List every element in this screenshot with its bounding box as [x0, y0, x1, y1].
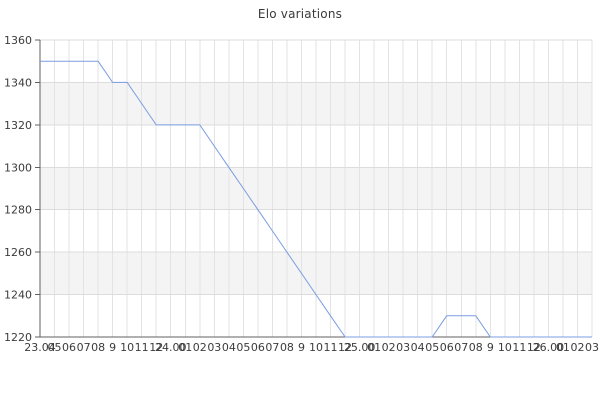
y-tick-label: 1260	[4, 246, 32, 259]
x-tick-label: 05	[48, 341, 62, 354]
y-tick-label: 1360	[4, 34, 32, 47]
x-tick-label: 12	[338, 341, 352, 354]
x-tick-label: 12	[149, 341, 163, 354]
x-tick-label: 08	[469, 341, 483, 354]
x-tick-label: 08	[91, 341, 105, 354]
x-tick-label: 10	[498, 341, 512, 354]
x-tick-label: 03	[207, 341, 221, 354]
y-tick-label: 1300	[4, 161, 32, 174]
x-tick-label: 03	[396, 341, 410, 354]
x-tick-label: 06	[62, 341, 76, 354]
x-tick-label: 01	[556, 341, 570, 354]
x-tick-label: 9	[298, 341, 305, 354]
y-tick-label: 1320	[4, 119, 32, 132]
x-tick-label: 9	[487, 341, 494, 354]
chart-title: Elo variations	[257, 7, 343, 21]
x-tick-label: 10	[309, 341, 323, 354]
x-tick-label: 06	[251, 341, 265, 354]
y-tick-label: 1220	[4, 331, 32, 344]
x-tick-label: 07	[454, 341, 468, 354]
x-tick-label: 23.04	[24, 341, 56, 354]
x-tick-label: 07	[265, 341, 279, 354]
y-tick-label: 1340	[4, 76, 32, 89]
x-tick-label: 01	[178, 341, 192, 354]
x-tick-label: 05	[236, 341, 250, 354]
x-tick-label: 9	[109, 341, 116, 354]
x-tick-label: 10	[120, 341, 134, 354]
x-tick-label: 03	[585, 341, 599, 354]
x-tick-label: 04	[222, 341, 236, 354]
x-tick-label: 11	[324, 341, 338, 354]
x-tick-label: 01	[367, 341, 381, 354]
elo-line	[40, 60, 592, 338]
x-tick-label: 26.00	[533, 341, 565, 354]
x-tick-label: 02	[570, 341, 584, 354]
x-tick-label: 06	[440, 341, 454, 354]
x-tick-label: 05	[425, 341, 439, 354]
x-tick-label: 24.00	[155, 341, 187, 354]
x-tick-label: 08	[280, 341, 294, 354]
x-tick-label: 02	[193, 341, 207, 354]
x-tick-label: 02	[382, 341, 396, 354]
x-tick-label: 11	[512, 341, 526, 354]
y-tick-label: 1240	[4, 289, 32, 302]
x-tick-label: 25.00	[344, 341, 376, 354]
x-tick-label: 04	[411, 341, 425, 354]
y-tick-label: 1280	[4, 204, 32, 217]
x-tick-label: 07	[77, 341, 91, 354]
x-tick-label: 11	[135, 341, 149, 354]
x-tick-label: 12	[527, 341, 541, 354]
